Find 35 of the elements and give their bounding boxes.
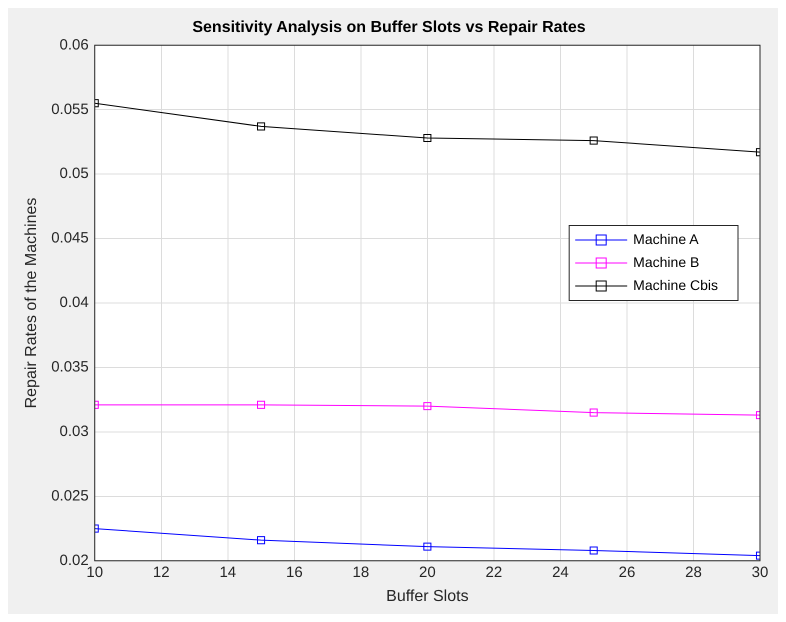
legend-label: Machine A	[633, 230, 700, 247]
x-tick-label: 18	[352, 564, 370, 581]
point	[257, 122, 266, 130]
point	[423, 542, 432, 551]
y-tick-label: 0.025	[51, 487, 89, 504]
y-tick-label: 0.045	[51, 230, 89, 247]
point	[590, 408, 598, 417]
x-tick-label: 24	[552, 564, 569, 581]
x-tick-label: 12	[152, 564, 170, 581]
y-tick-label: 0.03	[60, 423, 89, 440]
y-tick-label: 0.05	[60, 165, 89, 182]
x-tick-label: 20	[419, 564, 436, 581]
y-tick-label: 0.06	[60, 36, 89, 54]
x-tick-label: 14	[219, 564, 236, 581]
point	[423, 402, 432, 410]
point	[590, 136, 598, 145]
point	[590, 546, 598, 555]
point	[423, 134, 432, 142]
x-tick-label: 26	[618, 564, 636, 581]
chart-title: Sensitivity Analysis on Buffer Slots vs Repair Rates	[192, 19, 586, 36]
y-tick-label: 0.055	[51, 100, 89, 118]
y-tick-label: 0.035	[51, 358, 89, 376]
x-tick-label: 16	[286, 564, 303, 581]
legend-label: Machine B	[633, 254, 700, 270]
legend-label: Machine Cbis	[633, 276, 718, 293]
x-tick-label: 28	[685, 564, 702, 581]
x-tick-label: 22	[486, 564, 502, 581]
y-tick-label: 0.02	[60, 552, 89, 569]
x-tick-label: 30	[752, 564, 768, 581]
point	[257, 400, 266, 409]
y-axis-title: Repair Rates of the Machines	[23, 198, 40, 408]
point	[257, 536, 266, 544]
x-tick-label: 10	[86, 564, 104, 581]
y-tick-label: 0.04	[60, 294, 89, 312]
x-axis-title: Buffer Slots	[386, 588, 469, 605]
